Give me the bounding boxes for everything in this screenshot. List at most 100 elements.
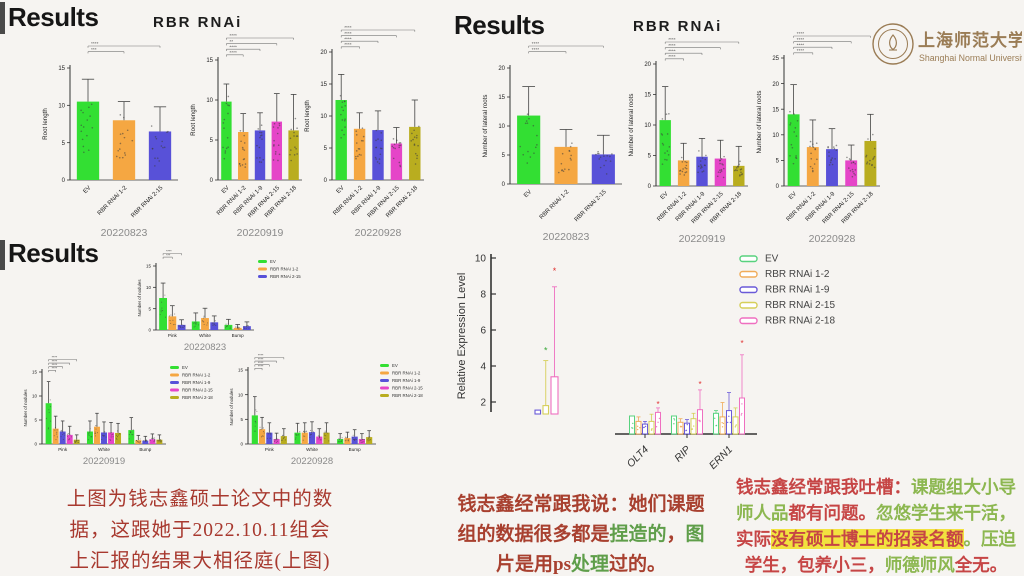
- svg-text:EV: EV: [182, 365, 188, 370]
- svg-text:5: 5: [240, 417, 243, 422]
- note-line: 上汇报的结果大相径庭(上图): [30, 546, 370, 576]
- svg-text:10: 10: [146, 285, 152, 290]
- svg-text:RBR RNAi 2-18: RBR RNAi 2-18: [385, 185, 419, 219]
- svg-text:****: ****: [258, 361, 264, 365]
- svg-text:****: ****: [229, 33, 237, 39]
- slide-edge-artifact: [0, 240, 5, 270]
- svg-text:****: ****: [344, 36, 352, 42]
- svg-text:****: ****: [797, 37, 805, 43]
- svg-text:****: ****: [229, 44, 237, 50]
- svg-text:RBR RNAi 1-2: RBR RNAi 1-2: [270, 267, 299, 272]
- svg-text:20: 20: [320, 50, 327, 56]
- note-line: 钱志鑫经常跟我说：她们课题: [430, 490, 732, 520]
- svg-text:20220919: 20220919: [83, 456, 125, 467]
- svg-text:EV: EV: [336, 185, 346, 195]
- svg-text:RBR RNAi 2-15: RBR RNAi 2-15: [574, 189, 608, 223]
- svg-text:0: 0: [62, 178, 66, 184]
- chart-root-length-20220823: 0 5 10 15 Root length EV RBR RNAi 1-2 RBR RNAi …: [36, 40, 186, 240]
- svg-text:10: 10: [32, 394, 38, 399]
- svg-text:25: 25: [772, 56, 779, 62]
- svg-text:White: White: [98, 447, 110, 452]
- svg-text:RIP: RIP: [672, 444, 693, 465]
- svg-text:ERN1: ERN1: [707, 444, 735, 472]
- note-text-segment: 捏造的: [609, 524, 667, 545]
- svg-text:20: 20: [772, 82, 779, 88]
- note-text-segment: 上汇报的结果大相径庭(上图): [69, 551, 331, 572]
- svg-text:5: 5: [324, 146, 328, 152]
- svg-text:****: ****: [52, 356, 58, 360]
- svg-text:Number of nodules: Number of nodules: [229, 388, 234, 426]
- svg-text:10: 10: [498, 124, 505, 130]
- svg-text:RBR RNAi 2-15: RBR RNAi 2-15: [270, 274, 301, 279]
- note-text-segment: 师德师风: [884, 555, 955, 575]
- svg-text:Pink: Pink: [265, 447, 275, 452]
- svg-text:White: White: [199, 333, 211, 338]
- svg-text:Number of nodules: Number of nodules: [137, 279, 142, 317]
- svg-text:***: ***: [166, 253, 171, 257]
- svg-text:****: ****: [797, 48, 805, 54]
- note-text-segment: 没有硕士博士的招录名额: [771, 529, 964, 549]
- note-text-segment: 钱志鑫经常跟我说：她们课题: [457, 494, 705, 515]
- svg-text:****: ****: [797, 31, 805, 37]
- note-line: 学生，包养小三，师德师风全无。: [730, 552, 1022, 576]
- svg-text:Bump: Bump: [139, 447, 151, 452]
- svg-text:15: 15: [772, 107, 779, 113]
- svg-text:20220928: 20220928: [809, 233, 856, 245]
- svg-text:20: 20: [498, 66, 505, 72]
- svg-text:Number of lateral roots: Number of lateral roots: [628, 94, 635, 157]
- svg-text:****: ****: [344, 31, 352, 37]
- svg-text:EV: EV: [660, 191, 670, 201]
- svg-text:White: White: [306, 447, 318, 452]
- chart-lateral-roots-20220928: 0 5 10 15 20 25 Number of lateral roots EV RBR R…: [748, 30, 888, 246]
- note-line: 据，这跟她于2022.10.11组会: [30, 515, 370, 546]
- chart-root-length-20220919: 0 5 10 15 Root length EV RBR RNAi 1-2 RBR RNAi …: [184, 32, 310, 240]
- bar-chart-svg: 0 5 10 15 20 Number of lateral roots EV RBR RNA…: [482, 41, 622, 243]
- svg-text:5: 5: [502, 153, 506, 159]
- note-red-commentary: 上图为钱志鑫硕士论文中的数 据，这跟她于2022.10.11组会 上汇报的结果大相径…: [30, 484, 370, 576]
- svg-text:Relative Expression Level: Relative Expression Level: [456, 273, 468, 400]
- svg-text:5: 5: [210, 138, 214, 144]
- svg-text:15: 15: [644, 93, 651, 99]
- svg-text:5: 5: [62, 141, 66, 147]
- svg-text:RBR RNAi 1-2: RBR RNAi 1-2: [97, 185, 129, 217]
- svg-text:0: 0: [324, 178, 328, 184]
- university-logo: 上海师范大学 Shanghai Normal University: [870, 16, 1024, 72]
- note-text-segment: 。: [963, 529, 982, 549]
- svg-text:RBR RNAi 1-9: RBR RNAi 1-9: [392, 378, 421, 383]
- note-text-segment: ，: [666, 524, 686, 545]
- svg-text:****: ****: [668, 54, 676, 60]
- svg-text:**: **: [229, 39, 233, 45]
- svg-text:20220928: 20220928: [355, 227, 402, 239]
- svg-text:10: 10: [772, 133, 779, 139]
- note-text-segment: 都有问题。: [788, 503, 877, 523]
- note-text-segment: 实际: [736, 529, 771, 549]
- svg-text:0: 0: [648, 184, 652, 190]
- svg-text:***: ***: [91, 47, 97, 53]
- svg-text:*: *: [740, 339, 743, 348]
- svg-text:2: 2: [480, 398, 486, 409]
- svg-text:*: *: [656, 400, 659, 409]
- university-seal-icon: 上海师范大学 Shanghai Normal University: [872, 23, 1024, 65]
- bar-chart-svg: 2 4 6 8 10 Relative Expression Level * * * OLT4 * R…: [456, 254, 835, 472]
- svg-text:6: 6: [480, 326, 486, 337]
- svg-text:0: 0: [776, 184, 780, 190]
- bar-chart-svg: 0 5 10 15 Number of nodules Pink White Bump ****…: [229, 354, 423, 467]
- svg-text:OLT4: OLT4: [625, 444, 652, 471]
- bar-chart-svg: 0 5 10 15 20 Number of lateral roots EV RBR RNA…: [628, 37, 748, 245]
- svg-text:4: 4: [480, 362, 486, 373]
- svg-text:****: ****: [344, 42, 352, 48]
- svg-text:RBR RNAi 2-18: RBR RNAi 2-18: [392, 393, 423, 398]
- svg-text:Root length: Root length: [190, 104, 197, 136]
- note-line: 钱志鑫经常跟我吐槽：课题组大小导: [730, 474, 1022, 500]
- svg-text:Pink: Pink: [168, 333, 178, 338]
- svg-text:RBR RNAi 2-15: RBR RNAi 2-15: [182, 388, 213, 393]
- svg-text:10: 10: [206, 98, 213, 104]
- svg-text:RBR RNAi 2-18: RBR RNAi 2-18: [182, 395, 213, 400]
- svg-text:20220919: 20220919: [237, 227, 284, 239]
- svg-text:*: *: [553, 266, 557, 276]
- results-heading-bottom-left: Results: [8, 238, 99, 268]
- svg-text:****: ****: [668, 43, 676, 49]
- svg-text:5: 5: [648, 154, 652, 160]
